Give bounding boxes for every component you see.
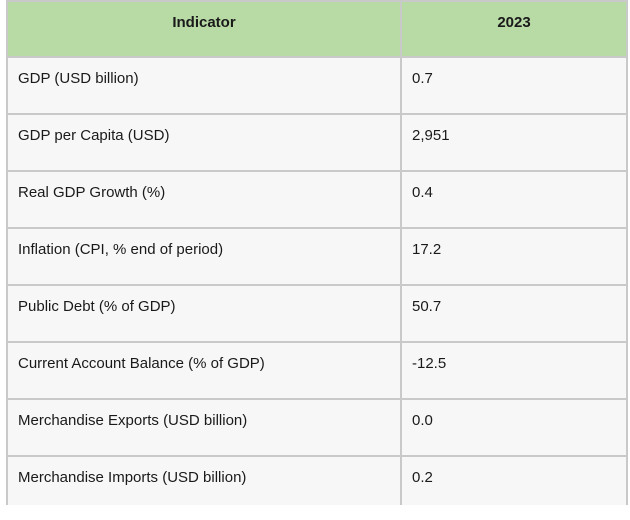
value-cell: 17.2: [400, 227, 628, 286]
indicator-cell: Inflation (CPI, % end of period): [6, 227, 402, 286]
table-row: Inflation (CPI, % end of period) 17.2: [6, 227, 628, 286]
table-row: Merchandise Exports (USD billion) 0.0: [6, 398, 628, 457]
value-cell: -12.5: [400, 341, 628, 400]
value-cell: 50.7: [400, 284, 628, 343]
indicator-cell: Merchandise Exports (USD billion): [6, 398, 402, 457]
column-header-indicator: Indicator: [6, 0, 402, 58]
table-row: Public Debt (% of GDP) 50.7: [6, 284, 628, 343]
table-row: Current Account Balance (% of GDP) -12.5: [6, 341, 628, 400]
table-row: Real GDP Growth (%) 0.4: [6, 170, 628, 229]
table-row: GDP per Capita (USD) 2,951: [6, 113, 628, 172]
table-row: Merchandise Imports (USD billion) 0.2: [6, 455, 628, 505]
indicator-cell: GDP per Capita (USD): [6, 113, 402, 172]
value-cell: 0.0: [400, 398, 628, 457]
indicator-table: Indicator 2023 GDP (USD billion) 0.7 GDP…: [6, 0, 628, 505]
value-cell: 2,951: [400, 113, 628, 172]
indicator-cell: GDP (USD billion): [6, 56, 402, 115]
indicator-cell: Merchandise Imports (USD billion): [6, 455, 402, 505]
indicator-cell: Real GDP Growth (%): [6, 170, 402, 229]
value-cell: 0.2: [400, 455, 628, 505]
table-header-row: Indicator 2023: [6, 0, 628, 58]
value-cell: 0.7: [400, 56, 628, 115]
table-row: GDP (USD billion) 0.7: [6, 56, 628, 115]
indicator-cell: Current Account Balance (% of GDP): [6, 341, 402, 400]
indicator-cell: Public Debt (% of GDP): [6, 284, 402, 343]
column-header-year: 2023: [400, 0, 628, 58]
indicator-table-container: Indicator 2023 GDP (USD billion) 0.7 GDP…: [6, 0, 628, 505]
value-cell: 0.4: [400, 170, 628, 229]
